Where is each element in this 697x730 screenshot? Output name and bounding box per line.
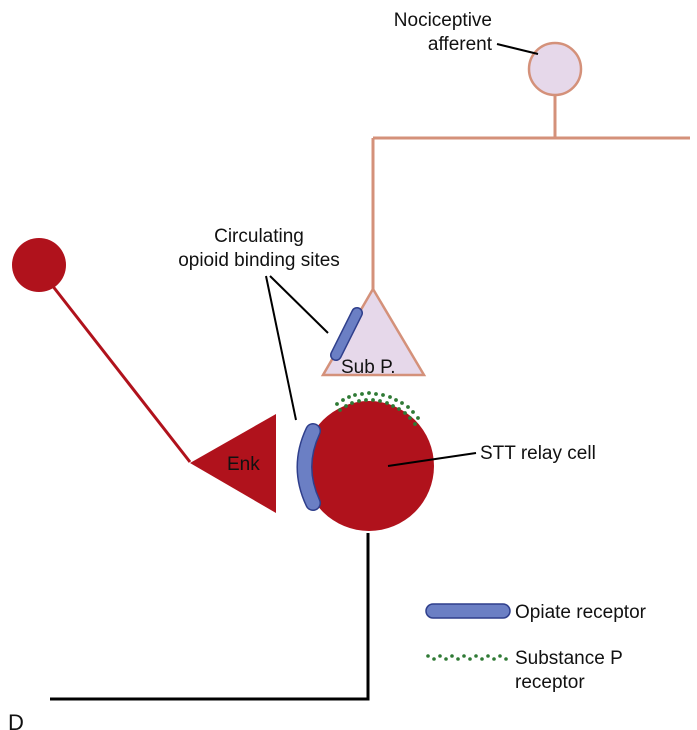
enk-axon xyxy=(46,279,192,463)
sub-p-label: Sub P. xyxy=(341,357,396,378)
nociceptive-label-line2: afferent xyxy=(428,34,493,55)
circulating-label-line1: Circulating xyxy=(214,226,304,247)
nociceptive-pointer xyxy=(496,43,539,55)
stt-relay-cell-label: STT relay cell xyxy=(480,443,596,464)
panel-letter: D xyxy=(8,710,24,730)
opiate-receptor-postsynaptic-fill xyxy=(298,424,320,510)
legend-substance-p-swatch xyxy=(426,654,508,661)
enkephalin-interneuron xyxy=(12,238,276,513)
circulating-pointer-2 xyxy=(269,275,329,334)
legend-opiate-swatch xyxy=(425,603,511,619)
substance-p-receptors xyxy=(335,391,420,426)
legend-substance-p-label-line1: Substance P xyxy=(515,648,623,669)
circulating-label-line2: opioid binding sites xyxy=(178,250,340,271)
stt-axon xyxy=(50,533,370,701)
legend-opiate-label: Opiate receptor xyxy=(515,602,647,623)
nociceptive-afferent xyxy=(320,41,690,377)
stt-pointer xyxy=(387,452,477,467)
stt-relay-neuron xyxy=(50,391,434,701)
enk-cell-body xyxy=(12,238,66,292)
enk-terminal xyxy=(190,414,276,513)
enk-label: Enk xyxy=(227,454,260,475)
stt-relay-cell-body xyxy=(304,401,434,531)
legend-substance-p-label-line2: receptor xyxy=(515,672,585,693)
nociceptive-cell-body xyxy=(527,41,583,97)
opiate-receptor-presynaptic-fill xyxy=(331,308,362,360)
legend: Opiate receptor Substance P receptor xyxy=(425,602,647,693)
circulating-pointer-1 xyxy=(265,275,297,421)
nociceptive-label-line1: Nociceptive xyxy=(394,10,492,31)
